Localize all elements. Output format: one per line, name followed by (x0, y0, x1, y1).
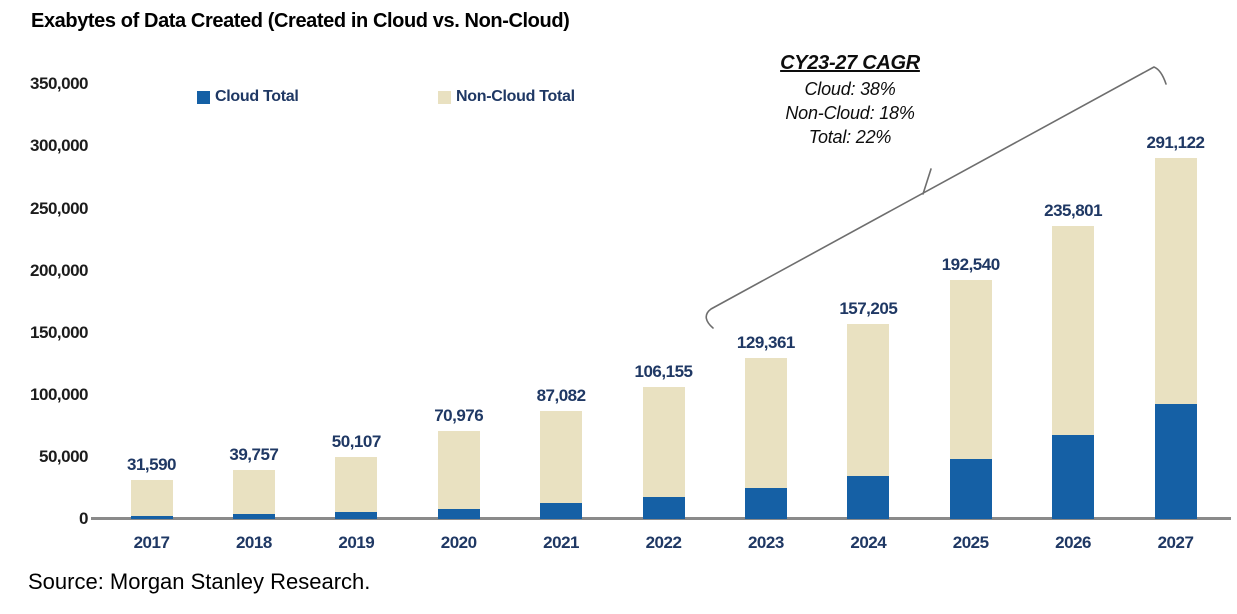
non-cloud-legend-label: Non-Cloud Total (456, 88, 575, 105)
x-axis-label-2020: 2020 (440, 533, 477, 552)
x-axis-label-2018: 2018 (235, 533, 272, 552)
bar-2021-non-cloud-segment (540, 410, 583, 504)
bar-2025-total-label: 192,540 (941, 254, 1000, 274)
y-axis-tick-label: 300,000 (30, 136, 88, 156)
y-axis-tick-label: 100,000 (30, 384, 88, 404)
bar-2019 (335, 456, 378, 519)
x-axis-label-2023: 2023 (747, 533, 784, 552)
bar-2026 (1052, 226, 1095, 519)
cagr-heading: CY23-27 CAGR (780, 52, 920, 74)
cagr-line-non-cloud: Non-Cloud: 18% (785, 103, 915, 123)
bar-2018-total-label: 39,757 (229, 444, 279, 464)
chart-title: Exabytes of Data Created (Created in Clo… (31, 10, 570, 32)
cloud-legend-swatch-icon (197, 90, 210, 104)
bar-2018 (232, 469, 275, 519)
x-axis-label-2024: 2024 (850, 533, 887, 552)
bar-2017-non-cloud-segment (130, 479, 173, 516)
legend-item-cloud: Cloud Total (197, 88, 299, 106)
x-axis-label-2022: 2022 (645, 533, 682, 552)
x-axis-label-2025: 2025 (952, 533, 989, 552)
bar-2021 (540, 410, 583, 519)
bar-2021-cloud-segment (540, 503, 583, 519)
bar-2027-non-cloud-segment (1154, 157, 1197, 404)
bar-2023-non-cloud-segment (744, 358, 787, 488)
non-cloud-legend-swatch-icon (438, 90, 451, 104)
bar-2018-non-cloud-segment (232, 469, 275, 515)
y-axis-tick-label: 150,000 (30, 322, 88, 342)
cloud-legend-label: Cloud Total (215, 88, 299, 105)
bar-2023-cloud-segment (744, 487, 787, 519)
bar-2017-cloud-segment (130, 515, 173, 519)
bar-2020-non-cloud-segment (437, 430, 480, 509)
bar-2020 (437, 430, 480, 519)
y-axis-tick-label: 350,000 (30, 74, 88, 94)
bar-2027-total-label: 291,122 (1146, 132, 1205, 152)
x-axis-label-2026: 2026 (1055, 533, 1092, 552)
bar-2026-total-label: 235,801 (1044, 201, 1103, 221)
bar-2022 (642, 387, 685, 519)
y-axis-tick-label: 200,000 (30, 260, 88, 280)
x-axis-label-2027: 2027 (1157, 533, 1194, 552)
bar-2024 (847, 323, 890, 519)
bar-2025-cloud-segment (949, 458, 992, 519)
x-axis-label-2017: 2017 (133, 533, 170, 552)
bar-2020-total-label: 70,976 (434, 405, 484, 425)
x-axis-label-2021: 2021 (543, 533, 580, 552)
bar-2024-cloud-segment (847, 475, 890, 519)
bar-2022-cloud-segment (642, 497, 685, 519)
bar-2017-total-label: 31,590 (127, 454, 177, 474)
bar-2027 (1154, 157, 1197, 519)
cagr-annotation: CY23-27 CAGR Cloud: 38% Non-Cloud: 18% T… (725, 52, 975, 149)
y-axis-tick-label: 250,000 (30, 198, 88, 218)
bar-2026-cloud-segment (1052, 434, 1095, 519)
bar-2023 (744, 358, 787, 519)
bar-2025-non-cloud-segment (949, 279, 992, 459)
bar-2022-non-cloud-segment (642, 387, 685, 498)
bar-2019-non-cloud-segment (335, 456, 378, 512)
bar-2027-cloud-segment (1154, 403, 1197, 519)
bar-2021-total-label: 87,082 (536, 385, 587, 405)
bar-2023-total-label: 129,361 (736, 333, 795, 353)
y-axis-tick-label: 50,000 (39, 446, 89, 466)
legend-item-non-cloud: Non-Cloud Total (438, 88, 575, 106)
y-axis-tick-label: 0 (79, 509, 88, 528)
bar-2024-non-cloud-segment (847, 323, 890, 476)
bar-2024-total-label: 157,205 (839, 298, 898, 318)
source-note: Source: Morgan Stanley Research. (28, 569, 371, 594)
bar-2018-cloud-segment (232, 514, 275, 519)
bar-2026-non-cloud-segment (1052, 226, 1095, 435)
bar-2022-total-label: 106,155 (634, 362, 693, 382)
bar-2019-total-label: 50,107 (331, 431, 382, 451)
bar-2019-cloud-segment (335, 511, 378, 519)
x-axis-label-2019: 2019 (338, 533, 375, 552)
cagr-line-total: Total: 22% (808, 127, 892, 147)
bar-2017 (130, 479, 173, 519)
bar-2025 (949, 279, 992, 519)
bar-2020-cloud-segment (437, 508, 480, 519)
cagr-line-cloud: Cloud: 38% (804, 79, 896, 99)
